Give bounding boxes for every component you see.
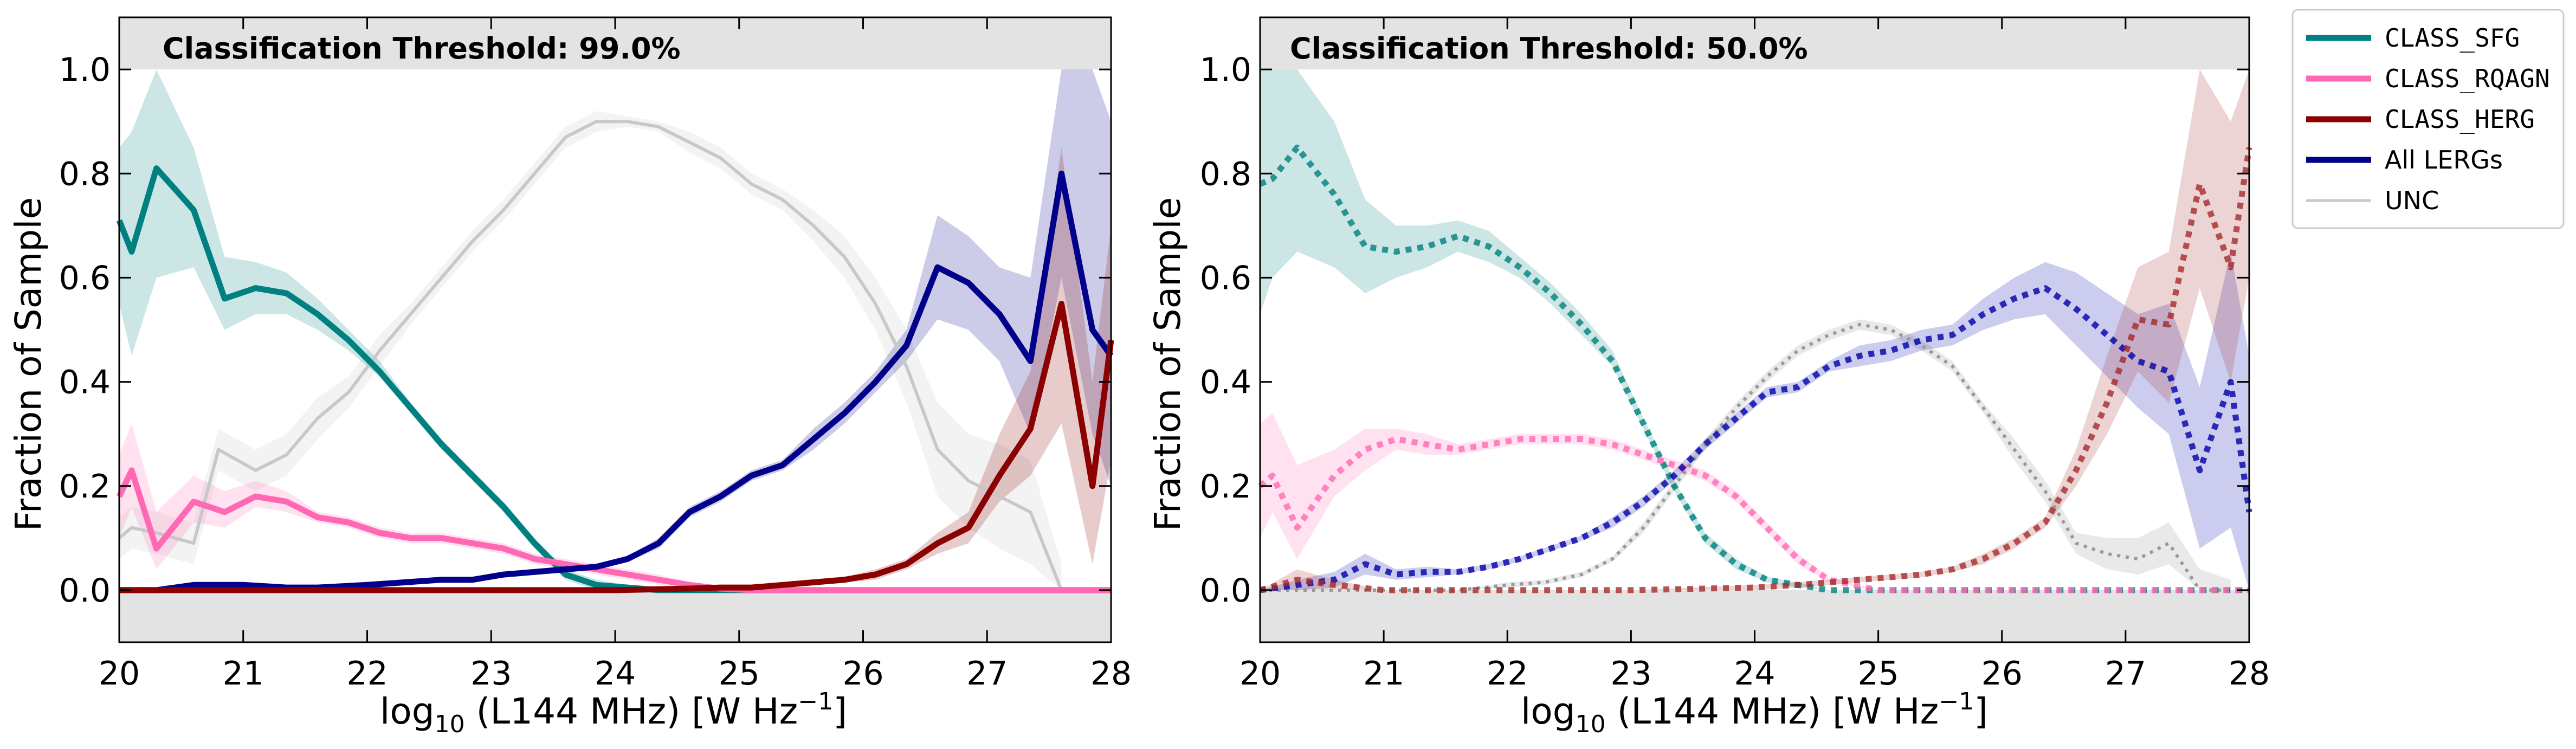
legend-label: All LERGs [2385, 145, 2503, 175]
legend: CLASS_SFG CLASS_RQAGN CLASS_HERG All LERGs U… [2291, 9, 2565, 229]
band-unc [119, 111, 1062, 590]
line-class-herg [119, 301, 1114, 593]
left-panel-ylabel: Fraction of Sample [8, 197, 49, 532]
left-xlabel-sup: −1 [798, 688, 833, 715]
axes-frame [118, 16, 1112, 643]
line-all-lergs [1260, 285, 2252, 593]
line-class-sfg [1258, 144, 2249, 593]
band-class-sfg [119, 69, 1111, 590]
left-panel-title: Classification Threshold: 99.0% [163, 31, 681, 66]
band-unc [1260, 319, 2231, 590]
x-tick-label: 22 [346, 655, 388, 693]
left-xlabel-sub: 10 [435, 711, 465, 738]
x-tick-label: 21 [223, 655, 264, 693]
x-tick-label: 26 [1981, 655, 2023, 693]
x-tick-label: 27 [2105, 655, 2146, 693]
right-xlabel-sup: −1 [1939, 688, 1974, 715]
right-panel-title: Classification Threshold: 50.0% [1290, 31, 1808, 66]
y-tick-label: 0.8 [59, 155, 111, 193]
y-tick-label: 1.0 [59, 51, 111, 89]
x-tick-label: 25 [1857, 655, 1899, 693]
x-tick-label: 28 [1090, 655, 1132, 693]
line-class-rqagn [117, 467, 1111, 593]
legend-label: UNC [2385, 186, 2439, 215]
left-xlabel-body: (L144 MHz) [W Hz [465, 690, 798, 732]
legend-label: CLASS_SFG [2385, 23, 2520, 53]
x-tick-label: 23 [470, 655, 512, 693]
left-panel-xlabel: log10 (L144 MHz) [W Hz−1] [380, 688, 847, 738]
y-tick-label: 0.0 [59, 572, 111, 610]
legend-label: CLASS_RQAGN [2385, 64, 2550, 93]
right-xlabel-body: (L144 MHz) [W Hz [1606, 690, 1939, 732]
right-panel-ylabel: Fraction of Sample [1147, 197, 1189, 532]
y-tick-label: 0.2 [59, 468, 111, 506]
legend-label: CLASS_HERG [2385, 105, 2535, 134]
y-tick-label: 0.8 [1200, 155, 1251, 193]
plot-area [116, 17, 1114, 642]
band-class-herg [119, 147, 1111, 590]
legend-box [2291, 9, 2565, 229]
y-tick-label: 0.4 [59, 364, 111, 402]
x-tick-label: 20 [1239, 655, 1281, 693]
y-tick-label: 0.6 [59, 259, 111, 297]
x-tick-label: 23 [1610, 655, 1651, 693]
right-xlabel-log: log [1521, 690, 1576, 732]
y-tick-label: 0.0 [1200, 572, 1251, 610]
left-xlabel-log: log [380, 690, 435, 732]
x-tick-label: 21 [1363, 655, 1404, 693]
x-tick-label: 26 [842, 655, 883, 693]
plot-area [1258, 17, 2252, 642]
left-panel: Classification Threshold: 99.0% Fraction… [8, 16, 1132, 738]
line-class-herg [1259, 147, 2252, 593]
x-tick-label: 25 [719, 655, 760, 693]
left-xlabel-end: ] [833, 690, 847, 732]
y-tick-label: 0.4 [1200, 364, 1251, 402]
right-xlabel-sub: 10 [1576, 711, 1606, 738]
x-tick-label: 24 [595, 655, 636, 693]
x-tick-label: 20 [99, 655, 140, 693]
right-panel: Classification Threshold: 50.0% Fraction… [1147, 16, 2270, 738]
x-tick-label: 28 [2229, 655, 2270, 693]
right-panel-xlabel: log10 (L144 MHz) [W Hz−1] [1521, 688, 1988, 738]
y-tick-label: 1.0 [1200, 51, 1251, 89]
y-tick-label: 0.2 [1200, 468, 1251, 506]
right-xlabel-end: ] [1974, 690, 1988, 732]
x-tick-label: 24 [1734, 655, 1775, 693]
x-tick-label: 22 [1487, 655, 1528, 693]
x-tick-label: 27 [966, 655, 1008, 693]
line-unc [118, 120, 1063, 591]
y-tick-label: 0.6 [1200, 259, 1251, 297]
